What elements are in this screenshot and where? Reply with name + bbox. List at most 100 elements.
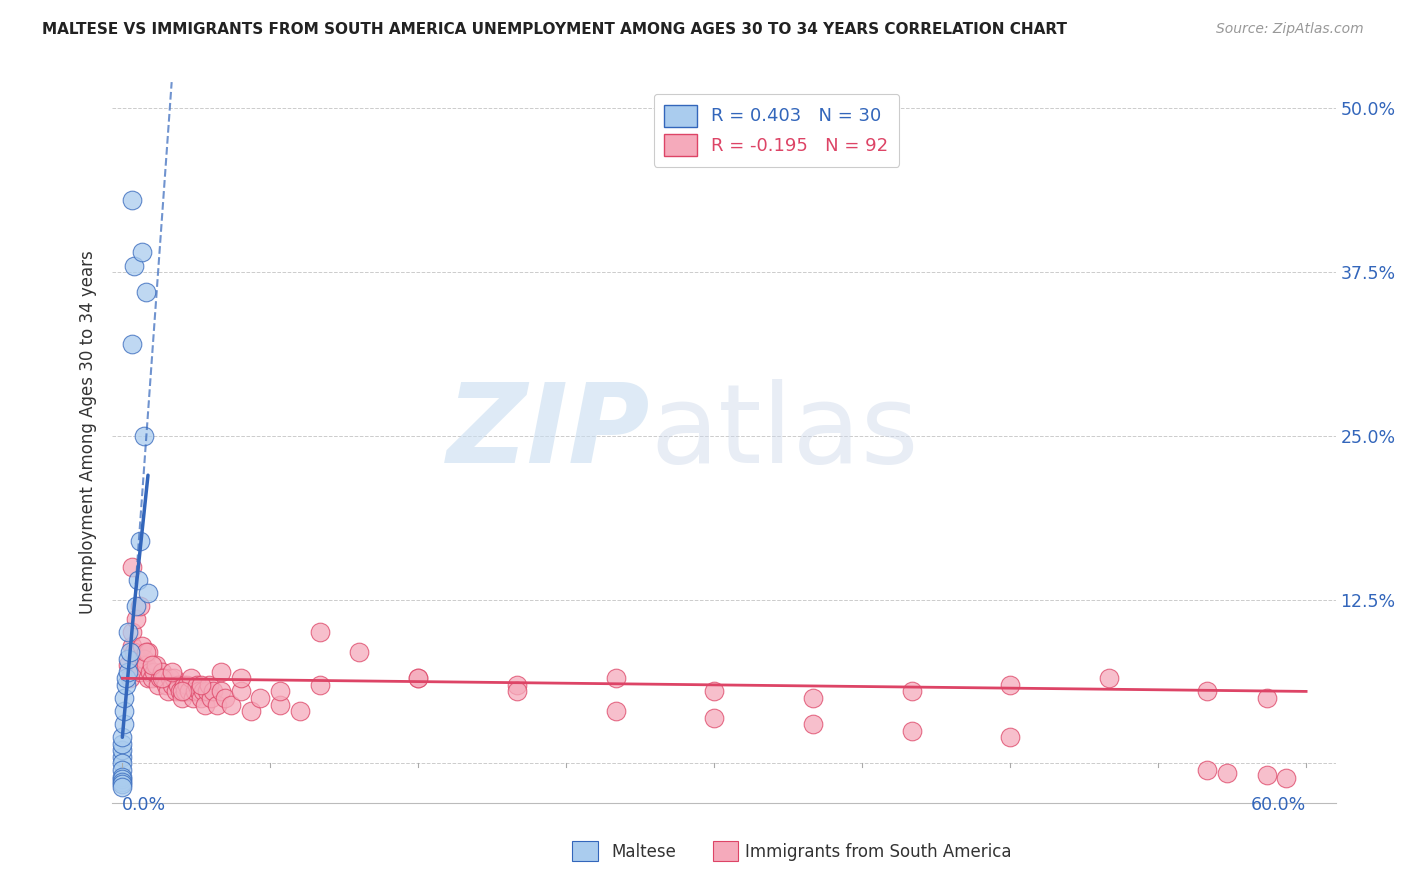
Point [156, 684, 179, 698]
Text: atlas: atlas [651, 379, 920, 486]
Point [112, 704, 135, 718]
Point [1275, 771, 1298, 785]
Point [121, 337, 143, 351]
Point [136, 586, 159, 600]
Point [506, 684, 529, 698]
Point [111, 750, 134, 764]
Point [122, 645, 145, 659]
Text: MALTESE VS IMMIGRANTS FROM SOUTH AMERICA UNEMPLOYMENT AMONG AGES 30 TO 34 YEARS : MALTESE VS IMMIGRANTS FROM SOUTH AMERICA… [42, 22, 1067, 37]
Legend: R = 0.403   N = 30, R = -0.195   N = 92: R = 0.403 N = 30, R = -0.195 N = 92 [654, 94, 900, 167]
Point [132, 651, 155, 665]
Point [111, 774, 134, 789]
Point [142, 665, 165, 679]
Point [900, 723, 922, 738]
Point [347, 645, 370, 659]
Point [120, 645, 142, 659]
Point [703, 711, 725, 725]
Text: 60.0%: 60.0% [1251, 797, 1306, 814]
Point [125, 599, 148, 614]
Point [125, 612, 148, 626]
Point [703, 684, 725, 698]
Point [111, 770, 134, 784]
Point [117, 651, 139, 665]
Point [998, 678, 1021, 692]
Point [136, 671, 159, 685]
Point [111, 743, 134, 757]
Point [1098, 671, 1121, 685]
Point [111, 756, 134, 771]
Text: Maltese: Maltese [612, 843, 676, 861]
Text: 0.0%: 0.0% [122, 797, 166, 814]
Point [141, 671, 163, 685]
Point [179, 684, 201, 698]
Point [205, 698, 228, 712]
Point [121, 560, 143, 574]
Point [180, 671, 202, 685]
Point [170, 690, 193, 705]
Point [408, 671, 430, 685]
Point [165, 684, 187, 698]
Point [1256, 768, 1278, 782]
Point [229, 671, 252, 685]
Point [150, 665, 173, 679]
Point [129, 533, 152, 548]
Point [141, 658, 163, 673]
Point [209, 684, 232, 698]
Point [132, 429, 155, 443]
Point [111, 731, 134, 745]
Point [605, 704, 627, 718]
Point [115, 678, 138, 692]
Point [117, 665, 139, 679]
Text: ZIP: ZIP [447, 379, 651, 486]
Point [190, 690, 212, 705]
Point [900, 684, 922, 698]
Point [184, 684, 207, 698]
Point [121, 193, 143, 207]
Point [121, 639, 143, 653]
Point [111, 772, 134, 787]
Point [111, 780, 134, 794]
Point [111, 737, 134, 751]
Point [193, 684, 215, 698]
Point [152, 671, 174, 685]
Point [120, 671, 142, 685]
Point [1256, 690, 1278, 705]
Point [125, 658, 148, 673]
Point [1197, 684, 1219, 698]
Point [135, 658, 157, 673]
Text: Source: ZipAtlas.com: Source: ZipAtlas.com [1216, 22, 1364, 37]
Point [194, 698, 217, 712]
Point [136, 645, 159, 659]
Point [239, 704, 262, 718]
Point [160, 665, 183, 679]
Point [129, 599, 152, 614]
Point [249, 690, 271, 705]
Point [801, 690, 824, 705]
Point [173, 678, 195, 692]
Point [166, 678, 188, 692]
Point [183, 690, 205, 705]
Y-axis label: Unemployment Among Ages 30 to 34 years: Unemployment Among Ages 30 to 34 years [79, 251, 97, 615]
Point [1197, 763, 1219, 777]
Point [801, 717, 824, 731]
Point [308, 678, 330, 692]
Point [155, 678, 177, 692]
Point [219, 698, 242, 712]
Point [169, 684, 191, 698]
Point [117, 658, 139, 673]
Point [127, 651, 149, 665]
Point [135, 285, 157, 299]
Point [129, 665, 152, 679]
Point [200, 690, 222, 705]
Point [195, 684, 218, 698]
Point [112, 690, 135, 705]
Point [229, 684, 252, 698]
Point [605, 671, 627, 685]
Point [135, 645, 157, 659]
Point [214, 690, 236, 705]
Point [150, 671, 173, 685]
Point [149, 671, 172, 685]
Point [408, 671, 430, 685]
Point [122, 259, 145, 273]
Point [115, 671, 138, 685]
